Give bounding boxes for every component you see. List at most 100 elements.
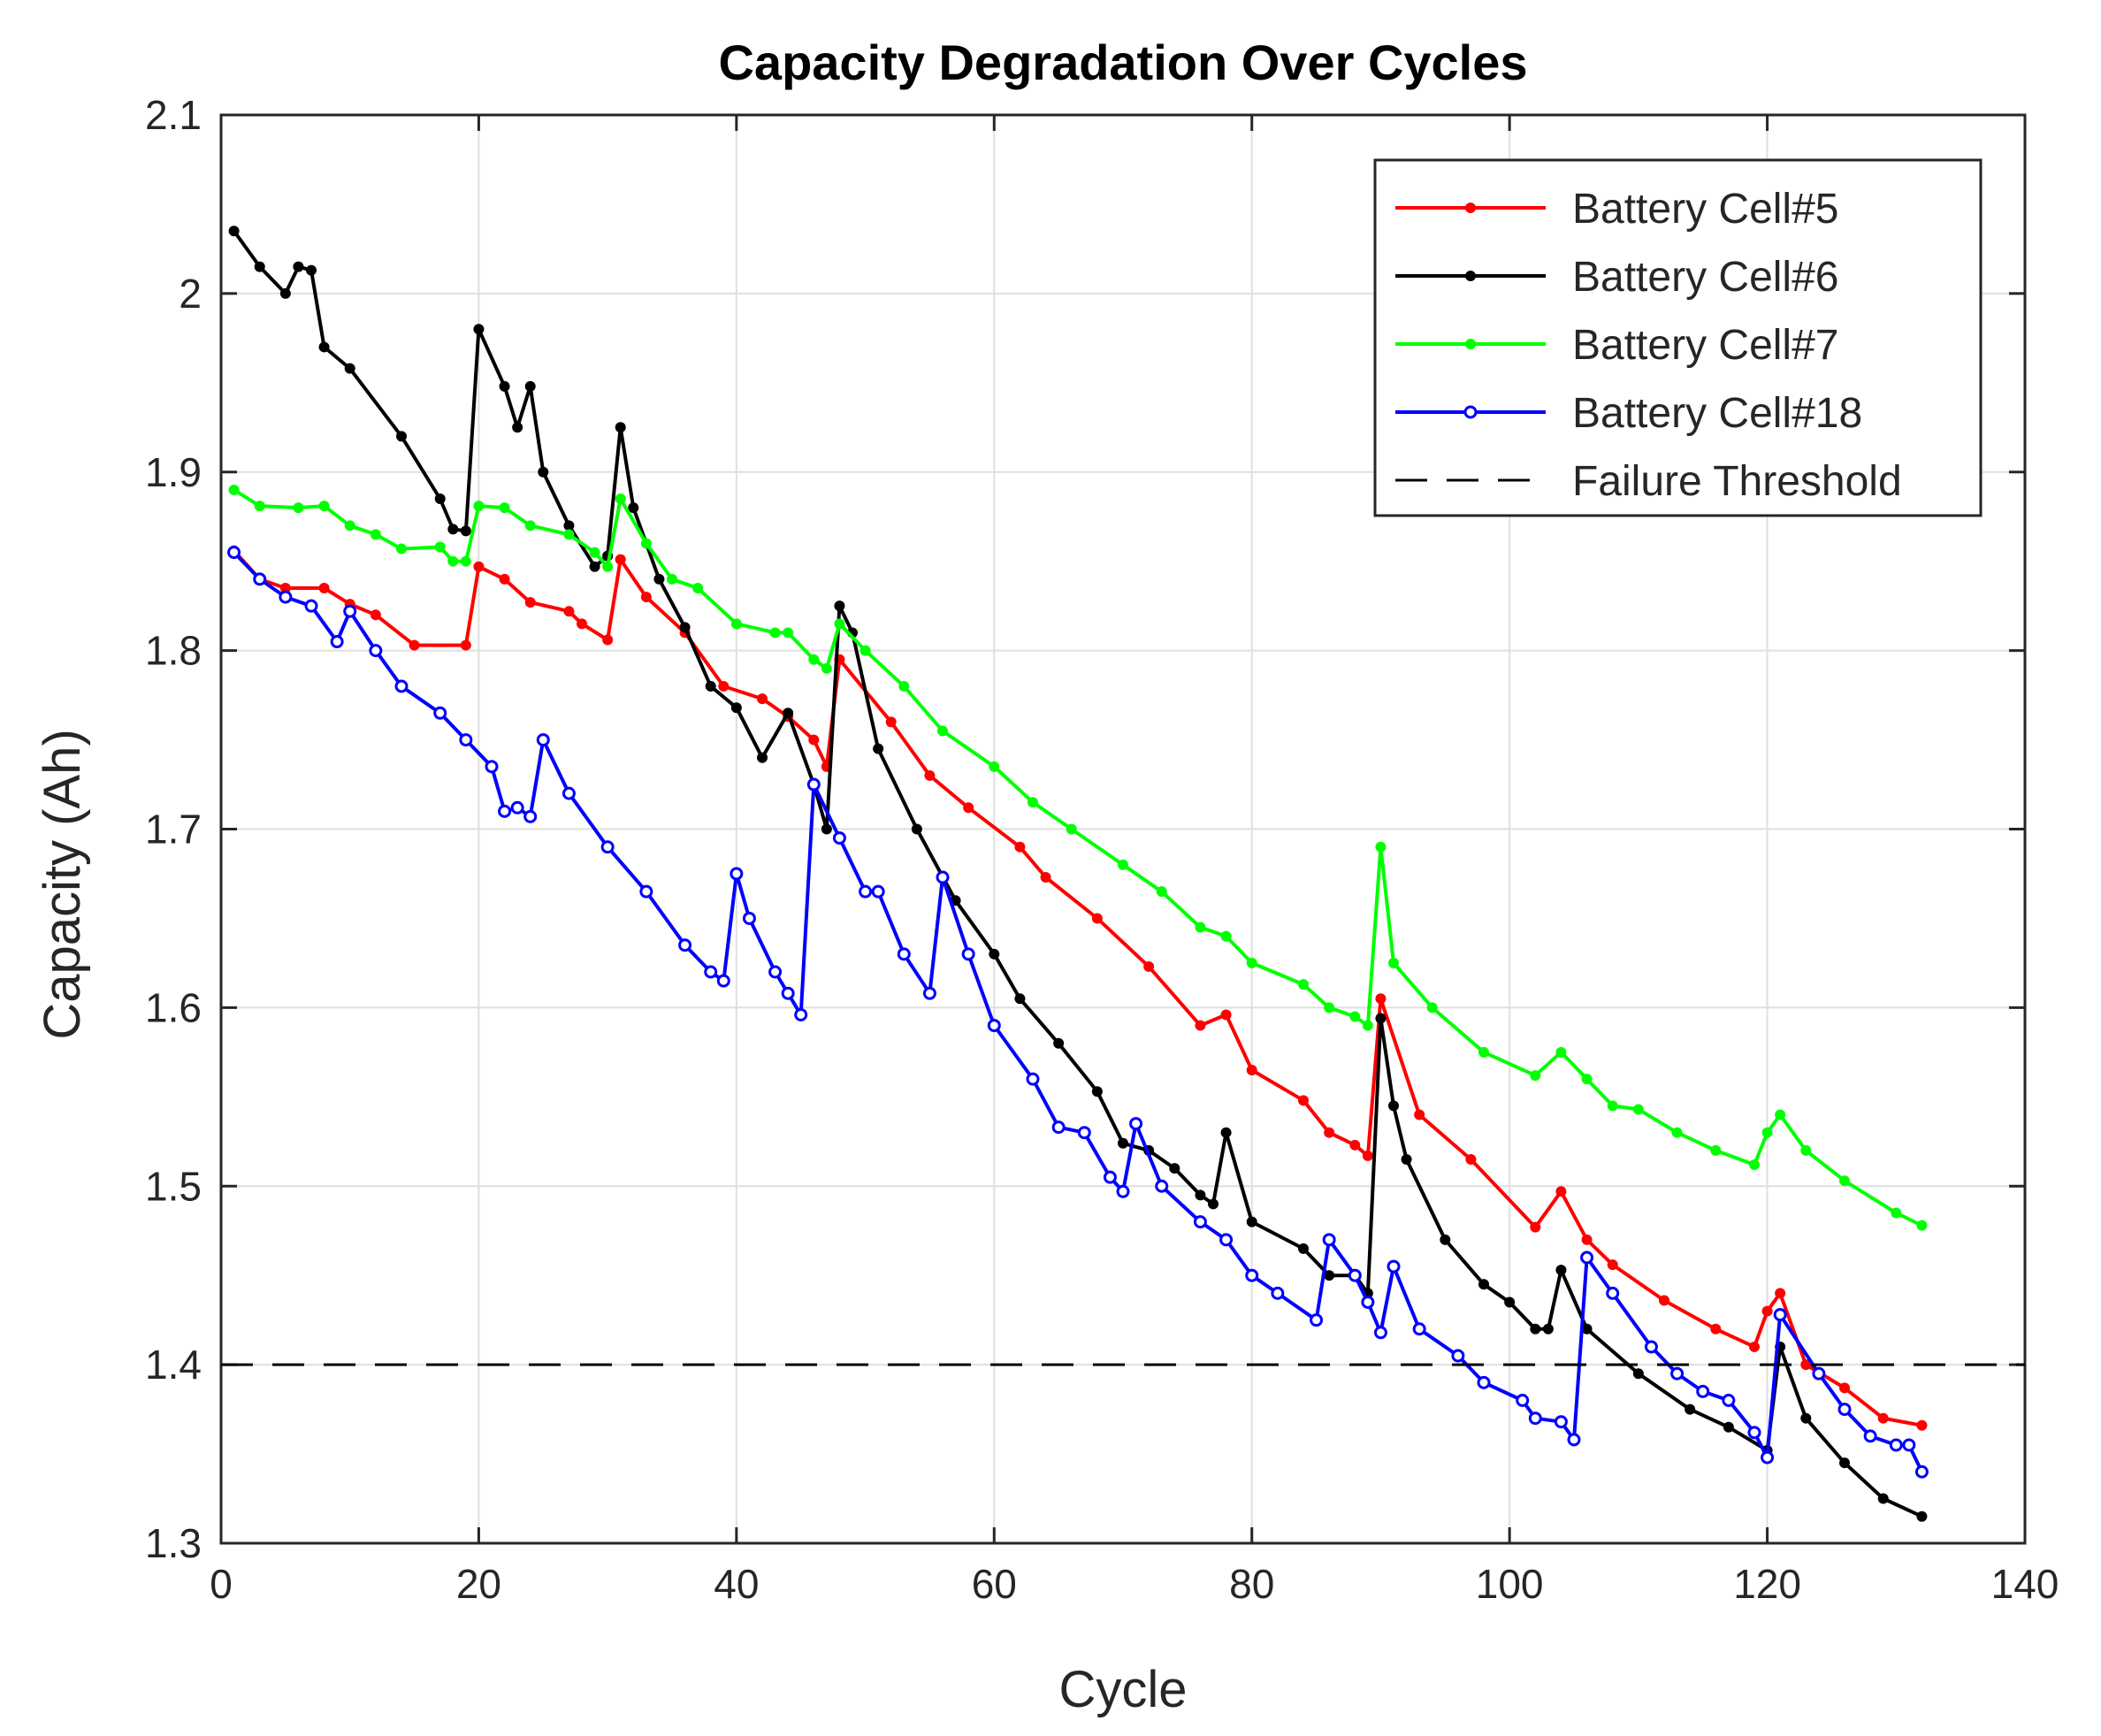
data-point bbox=[538, 466, 549, 478]
data-point bbox=[1091, 913, 1103, 924]
legend-label: Battery Cell#5 bbox=[1572, 186, 1838, 233]
data-point bbox=[692, 582, 704, 593]
x-tick-label: 60 bbox=[972, 1561, 1017, 1607]
data-point bbox=[1143, 960, 1155, 972]
data-point bbox=[1877, 1493, 1889, 1504]
data-point bbox=[279, 582, 291, 593]
data-point bbox=[485, 760, 499, 774]
data-point bbox=[1889, 1438, 1903, 1452]
data-point bbox=[563, 529, 575, 540]
data-point bbox=[1066, 823, 1077, 835]
data-point bbox=[1554, 1415, 1568, 1429]
data-point bbox=[1426, 1002, 1438, 1013]
data-point bbox=[1914, 1465, 1929, 1479]
data-point bbox=[1516, 1394, 1530, 1407]
data-point bbox=[1051, 1120, 1066, 1135]
data-point bbox=[1749, 1159, 1760, 1171]
data-point bbox=[911, 823, 922, 835]
data-point bbox=[1877, 1412, 1889, 1424]
y-tick-label: 1.4 bbox=[145, 1342, 202, 1388]
legend-entry: Battery Cell#7 bbox=[1395, 322, 1838, 369]
data-point bbox=[769, 627, 781, 639]
data-point bbox=[1710, 1323, 1722, 1335]
data-point bbox=[1839, 1382, 1850, 1394]
data-point bbox=[1349, 1139, 1361, 1151]
data-point bbox=[1388, 1100, 1399, 1112]
data-point bbox=[343, 604, 357, 618]
data-point bbox=[742, 911, 756, 925]
y-tick-label: 1.9 bbox=[145, 449, 202, 495]
data-point bbox=[1401, 1153, 1412, 1165]
data-point bbox=[705, 681, 716, 692]
data-point bbox=[1478, 1046, 1489, 1058]
data-point bbox=[433, 706, 447, 720]
legend-entry: Failure Threshold bbox=[1395, 458, 1902, 505]
data-point bbox=[227, 546, 241, 560]
data-point bbox=[1761, 1127, 1773, 1138]
data-point bbox=[1670, 1366, 1685, 1380]
data-point bbox=[1800, 1359, 1812, 1371]
data-point bbox=[821, 823, 832, 835]
data-point bbox=[1195, 1020, 1206, 1031]
data-point bbox=[589, 547, 600, 558]
data-point bbox=[524, 520, 536, 532]
x-tick-label: 140 bbox=[1991, 1561, 2059, 1607]
y-tick-label: 2.1 bbox=[145, 92, 202, 138]
data-point bbox=[1916, 1419, 1928, 1431]
data-point bbox=[678, 938, 692, 952]
data-point bbox=[1298, 979, 1309, 990]
data-point bbox=[536, 733, 550, 747]
data-point bbox=[1388, 957, 1399, 968]
data-point bbox=[1414, 1109, 1425, 1120]
y-tick-label: 1.5 bbox=[145, 1163, 202, 1209]
data-point bbox=[279, 287, 291, 299]
data-point bbox=[1530, 1323, 1541, 1335]
y-tick-label: 2 bbox=[179, 271, 202, 317]
data-point bbox=[370, 529, 381, 540]
data-point bbox=[499, 380, 510, 392]
data-point bbox=[1644, 1340, 1658, 1354]
data-point bbox=[1375, 1013, 1387, 1024]
data-point bbox=[1324, 1002, 1335, 1013]
data-point bbox=[1193, 1215, 1207, 1229]
data-point bbox=[370, 609, 381, 621]
data-point bbox=[1026, 1072, 1040, 1086]
data-point bbox=[1220, 930, 1232, 942]
legend-swatch-marker bbox=[1463, 405, 1478, 419]
data-point bbox=[1722, 1394, 1736, 1407]
data-point bbox=[679, 622, 691, 633]
data-point bbox=[628, 502, 639, 514]
data-point bbox=[1387, 1259, 1401, 1273]
data-point bbox=[1246, 957, 1257, 968]
data-point bbox=[730, 702, 742, 714]
data-point bbox=[1696, 1384, 1710, 1398]
data-point bbox=[1528, 1411, 1542, 1426]
data-point bbox=[1362, 1150, 1373, 1161]
data-point bbox=[318, 582, 330, 593]
data-point bbox=[1322, 1233, 1336, 1247]
legend-swatch-marker bbox=[1465, 339, 1476, 349]
y-tick-label: 1.6 bbox=[145, 984, 202, 1030]
data-point bbox=[1773, 1308, 1787, 1322]
x-axis-label: Cycle bbox=[1058, 1661, 1187, 1718]
data-point bbox=[254, 261, 265, 272]
data-point bbox=[1077, 1126, 1091, 1140]
data-point bbox=[1916, 1220, 1928, 1231]
data-point bbox=[871, 884, 885, 899]
data-point bbox=[1271, 1286, 1285, 1300]
data-point bbox=[1118, 1137, 1128, 1149]
data-point bbox=[1775, 1109, 1786, 1120]
legend-label: Battery Cell#18 bbox=[1572, 390, 1862, 437]
data-point bbox=[523, 809, 538, 823]
data-point bbox=[1710, 1144, 1722, 1156]
data-point bbox=[1504, 1296, 1516, 1308]
data-point bbox=[1606, 1286, 1620, 1300]
data-point bbox=[1580, 1250, 1594, 1265]
series-battery-cell-5 bbox=[228, 545, 1928, 1431]
data-point bbox=[1440, 1234, 1451, 1245]
legend-entry: Battery Cell#18 bbox=[1395, 390, 1862, 437]
data-point bbox=[757, 752, 768, 763]
data-point bbox=[473, 561, 485, 572]
legend-box bbox=[1373, 158, 1983, 517]
legend: Battery Cell#5 Battery Cell#6 Battery Cell… bbox=[1373, 158, 1983, 517]
